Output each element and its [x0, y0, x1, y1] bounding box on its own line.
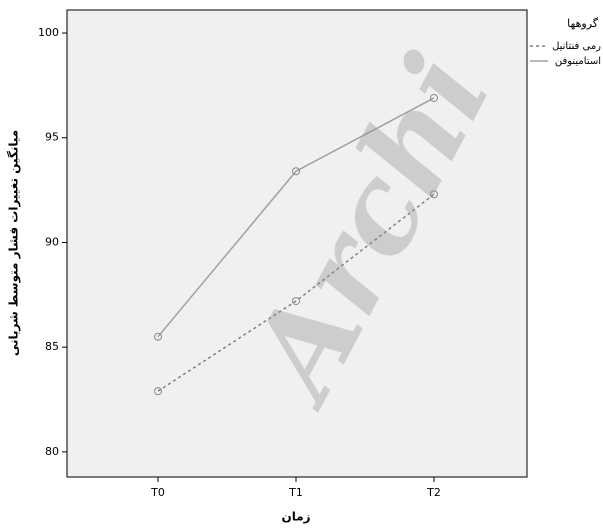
y-axis-label: میانگین تغییرات فشار متوسط شریانی — [7, 130, 22, 356]
x-tick-label: T2 — [426, 486, 441, 499]
y-tick-label: 80 — [45, 445, 59, 458]
legend-title: گروهها — [567, 17, 599, 30]
series-line — [157, 97, 435, 338]
point — [430, 190, 438, 199]
point — [430, 93, 438, 102]
y-tick-label: 90 — [45, 235, 59, 248]
legend-label: استامینوفن — [555, 56, 601, 67]
x-axis-label: زمان — [281, 510, 310, 524]
plot-area — [66, 9, 528, 478]
point — [154, 332, 162, 341]
legend-label: رمی فنتانیل — [552, 41, 601, 52]
x-tick-label: T0 — [150, 486, 165, 499]
point — [292, 167, 300, 176]
y-tick-label: 85 — [45, 340, 59, 353]
series-line — [157, 193, 435, 392]
y-tick-label: 95 — [45, 131, 59, 144]
point — [292, 297, 300, 306]
x-tick-label: T1 — [288, 486, 303, 499]
y-tick-label: 100 — [38, 26, 59, 39]
point — [154, 387, 162, 396]
